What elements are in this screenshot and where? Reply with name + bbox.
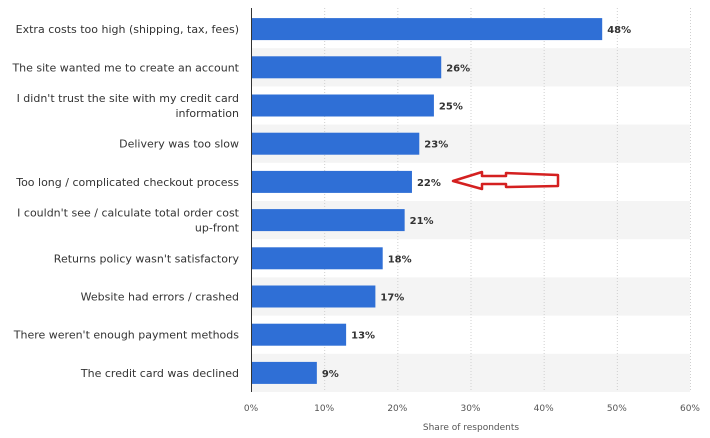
value-label: 17% (380, 293, 404, 304)
x-tick-label: 60% (680, 404, 700, 414)
category-label: There weren't enough payment methods (13, 329, 239, 342)
bar (252, 56, 442, 79)
category-label: I didn't trust the site with my credit c… (17, 92, 239, 120)
category-label-line: Delivery was too slow (119, 138, 239, 151)
category-label: Delivery was too slow (119, 138, 239, 151)
value-label: 9% (322, 369, 339, 380)
category-label: Too long / complicated checkout process (15, 176, 239, 189)
x-tick-label: 10% (314, 404, 334, 414)
value-label: 25% (439, 102, 463, 113)
category-label: Website had errors / crashed (81, 291, 239, 304)
category-label: The credit card was declined (80, 367, 239, 380)
category-label-line: The site wanted me to create an account (11, 61, 239, 74)
value-label: 18% (388, 254, 412, 265)
bar (252, 170, 412, 193)
bar (252, 247, 383, 270)
category-label-line: Too long / complicated checkout process (15, 176, 239, 189)
value-label: 26% (446, 63, 470, 74)
arrow-annotation (451, 170, 560, 191)
row-band (251, 353, 690, 392)
bar (252, 285, 376, 308)
x-tick-label: 50% (607, 404, 627, 414)
category-label-line: information (176, 107, 240, 120)
category-label-line: I didn't trust the site with my credit c… (17, 92, 239, 105)
value-label: 13% (351, 331, 375, 342)
value-label: 21% (410, 216, 434, 227)
x-tick-label: 0% (244, 404, 259, 414)
bar (252, 132, 420, 155)
category-labels: Extra costs too high (shipping, tax, fee… (11, 23, 239, 380)
category-label-line: I couldn't see / calculate total order c… (17, 207, 240, 220)
category-label-line: Extra costs too high (shipping, tax, fee… (16, 23, 239, 36)
category-label-line: up-front (195, 222, 240, 235)
bars (252, 18, 603, 384)
value-label: 23% (424, 140, 448, 151)
bar (252, 94, 434, 117)
category-label: The site wanted me to create an account (11, 61, 239, 74)
bar (252, 209, 405, 232)
bar (252, 361, 317, 384)
category-label: Returns policy wasn't satisfactory (54, 252, 240, 265)
category-label-line: Returns policy wasn't satisfactory (54, 252, 240, 265)
red-arrow-icon (451, 170, 560, 191)
value-labels: 48% 26% 25% 23% 22% 21% 18% 17% 13% 9% (322, 25, 631, 380)
x-tick-label: 30% (460, 404, 480, 414)
value-label: 48% (607, 25, 631, 36)
x-axis-title: Share of respondents (423, 423, 520, 433)
value-label: 22% (417, 178, 441, 189)
x-tick-label: 20% (387, 404, 407, 414)
category-label-line: The credit card was declined (80, 367, 239, 380)
bar (252, 18, 603, 41)
category-label-line: There weren't enough payment methods (13, 329, 239, 342)
bar (252, 323, 347, 346)
x-tick-label: 40% (534, 404, 554, 414)
category-label: Extra costs too high (shipping, tax, fee… (16, 23, 239, 36)
category-label: I couldn't see / calculate total order c… (17, 207, 240, 235)
category-label-line: Website had errors / crashed (81, 291, 239, 304)
x-tick-labels: 0% 10% 20% 30% 40% 50% 60% (244, 404, 701, 414)
